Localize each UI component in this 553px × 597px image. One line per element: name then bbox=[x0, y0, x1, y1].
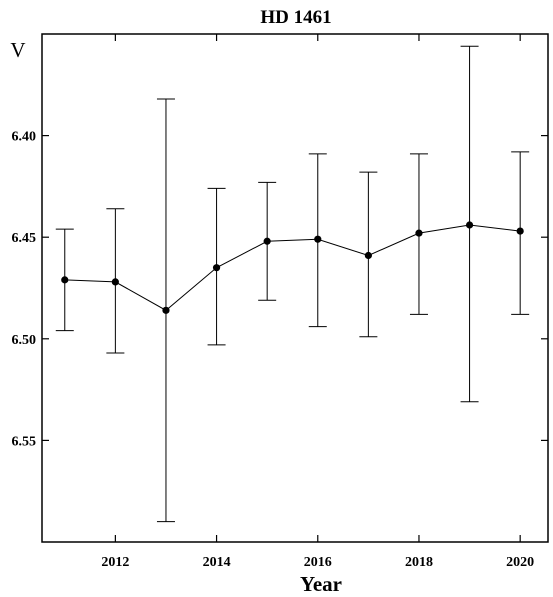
y-tick-label: 6.55 bbox=[12, 434, 37, 449]
axis-ticks: 2012 2014 2016 2018 2020 6.40 6.45 6.50 6.55 bbox=[12, 34, 548, 570]
data-point bbox=[465, 221, 474, 229]
plot-frame bbox=[41, 33, 549, 543]
y-axis-label: V bbox=[10, 38, 25, 62]
data-points bbox=[61, 221, 524, 314]
x-tick-label: 2014 bbox=[203, 555, 231, 570]
error-bars bbox=[55, 45, 530, 523]
x-axis-label: Year bbox=[300, 572, 342, 596]
y-tick-label: 6.50 bbox=[12, 333, 37, 348]
data-point bbox=[162, 306, 170, 314]
data-point bbox=[111, 278, 119, 286]
data-point bbox=[212, 264, 221, 272]
y-tick-label: 6.45 bbox=[12, 231, 37, 246]
chart-title: HD 1461 bbox=[260, 7, 331, 28]
x-tick-label: 2016 bbox=[304, 555, 332, 570]
x-tick-label: 2020 bbox=[506, 555, 534, 570]
data-point bbox=[364, 251, 372, 260]
x-tick-label: 2018 bbox=[405, 555, 433, 570]
y-tick-label: 6.40 bbox=[12, 130, 37, 145]
series-line bbox=[64, 224, 521, 311]
data-point bbox=[263, 237, 271, 245]
x-tick-label: 2012 bbox=[101, 555, 129, 570]
data-point bbox=[516, 227, 524, 235]
data-point bbox=[61, 276, 69, 284]
data-point bbox=[415, 229, 423, 237]
series-line-group bbox=[64, 224, 521, 311]
data-point bbox=[314, 235, 322, 243]
